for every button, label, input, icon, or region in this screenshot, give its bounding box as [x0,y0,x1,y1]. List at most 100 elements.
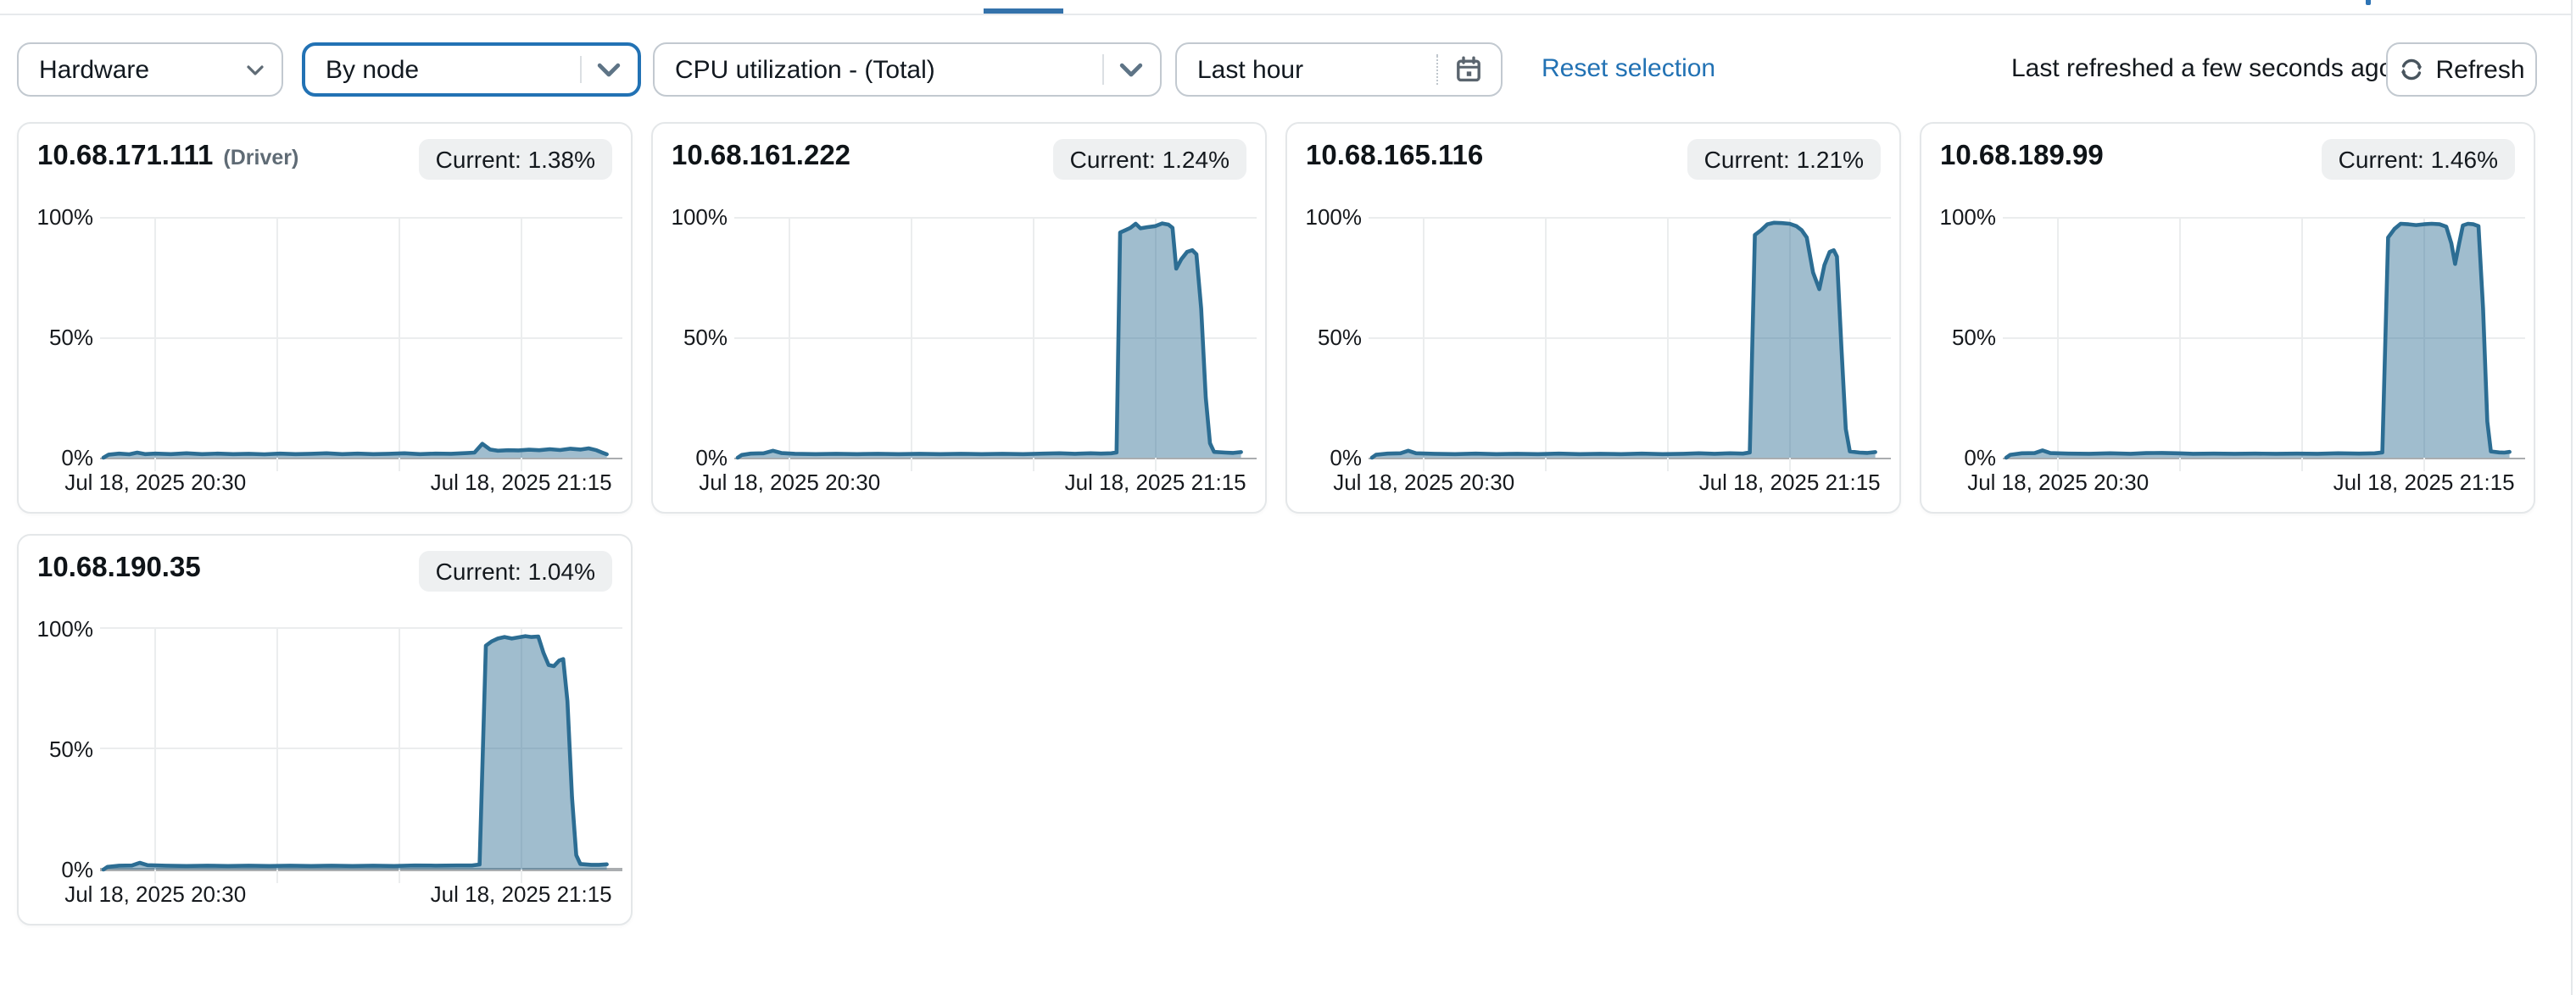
v-gridline [398,217,400,471]
v-gridline [1545,217,1547,471]
current-value-badge: Current: 1.04% [418,550,612,591]
tab-bar [0,0,2571,15]
v-gridline [398,628,400,882]
time-range-select[interactable]: Last hour [1175,42,1503,97]
v-gridline [520,217,522,471]
card-header: 10.68.190.35 [37,552,201,584]
x-axis-tick-label: Jul 18, 2025 20:30 [1967,470,2149,495]
x-axis-tick-label: Jul 18, 2025 21:15 [1064,470,1246,495]
node-metric-card[interactable]: 10.68.190.35 Current: 1.04% 100% 50% 0% Jul… [17,533,633,925]
h-gridline [100,748,622,749]
y-axis-tick-label: 100% [1305,204,1363,230]
h-gridline [1369,457,1891,459]
card-header: 10.68.161.222 [672,141,850,173]
node-metric-card[interactable]: 10.68.161.222 Current: 1.24% 100% 50% 0% Ju… [651,122,1267,514]
chart-plot[interactable] [100,627,622,882]
current-value-badge: Current: 1.24% [1052,139,1246,180]
cpu-utilization-series [2004,221,2512,460]
x-axis-tick-label: Jul 18, 2025 20:30 [64,470,247,495]
select-divider [1102,54,1104,85]
v-gridline [1666,217,1669,471]
node-role: (Driver) [223,146,299,170]
chart-plot[interactable] [734,216,1257,471]
node-metric-card[interactable]: 10.68.189.99 Current: 1.46% 100% 50% 0% Jul… [1920,122,2535,514]
h-gridline [2003,216,2525,218]
hardware-select-value: Hardware [39,55,150,84]
hardware-select[interactable]: Hardware [17,42,283,97]
y-axis-tick-label: 0% [61,856,93,881]
y-axis-tick-label: 100% [36,615,94,641]
refresh-button[interactable]: Refresh [2386,42,2537,97]
chart-plot[interactable] [2003,216,2525,471]
h-gridline [100,336,622,338]
chart-plot[interactable] [100,216,622,471]
card-header: 10.68.189.99 [1940,141,2104,173]
metric-select-value: CPU utilization - (Total) [675,55,935,84]
v-gridline [911,217,912,471]
node-title: 10.68.165.116 [1306,141,1484,171]
reset-selection-link[interactable]: Reset selection [1542,54,1716,83]
y-axis-tick-label: 100% [671,204,728,230]
y-axis-tick-label: 50% [48,736,93,761]
v-gridline [1788,217,1791,471]
group-by-select[interactable]: By node [302,42,641,97]
v-gridline [1154,217,1157,471]
card-header: 10.68.171.111 (Driver) [37,141,298,173]
caret-down-icon [247,64,264,75]
x-axis-tick-label: Jul 18, 2025 21:15 [430,881,612,906]
h-gridline [100,457,622,459]
y-axis-tick-label: 50% [48,325,93,350]
clipped-blue-fragment [2366,0,2371,5]
h-gridline [100,868,622,870]
v-gridline [276,628,278,882]
v-gridline [1423,217,1425,471]
h-gridline [734,336,1257,338]
refresh-button-label: Refresh [2435,55,2525,84]
y-axis-tick-label: 50% [1951,325,1996,350]
chart-plot[interactable] [1369,216,1891,471]
h-gridline [734,457,1257,459]
current-value-badge: Current: 1.46% [2321,139,2515,180]
metrics-toolbar: Hardware By node CPU utilization - (Tota… [0,0,2576,110]
y-axis-tick-label: 100% [1939,204,1997,230]
y-axis-tick-label: 0% [695,445,728,470]
refresh-icon [2401,58,2423,81]
v-gridline [520,628,522,882]
node-title: 10.68.171.111 [37,141,214,171]
cpu-utilization-series [1369,220,1877,460]
cpu-utilization-series [101,633,609,871]
v-gridline [154,217,157,471]
cpu-utilization-series [101,442,609,460]
node-title: 10.68.190.35 [37,552,201,582]
time-range-select-value: Last hour [1197,55,1304,84]
select-divider-dotted [1436,54,1438,85]
x-axis-tick-label: Jul 18, 2025 20:30 [699,470,881,495]
metric-select[interactable]: CPU utilization - (Total) [653,42,1162,97]
select-divider [580,56,582,83]
v-gridline [1032,217,1034,471]
v-gridline [276,217,278,471]
h-gridline [734,216,1257,218]
pane-divider [2571,0,2573,995]
v-gridline [2057,217,2060,471]
h-gridline [1369,336,1891,338]
v-gridline [154,628,157,882]
group-by-select-value: By node [326,55,420,84]
node-metric-card[interactable]: 10.68.171.111 (Driver) Current: 1.38% 10… [17,122,633,514]
card-header: 10.68.165.116 [1306,141,1483,173]
active-tab-indicator [984,8,1063,14]
node-metric-card[interactable]: 10.68.165.116 Current: 1.21% 100% 50% 0% Ju… [1285,122,1901,514]
node-title: 10.68.161.222 [672,141,851,171]
cpu-utilization-series [735,221,1243,460]
v-gridline [789,217,791,471]
current-value-badge: Current: 1.21% [1687,139,1881,180]
h-gridline [100,627,622,629]
y-axis-tick-label: 0% [1964,445,1996,470]
calendar-icon [1457,56,1480,82]
v-gridline [2300,217,2303,471]
current-value-badge: Current: 1.38% [418,139,612,180]
last-refreshed-text: Last refreshed a few seconds ago [2011,54,2394,83]
h-gridline [100,216,622,218]
chevron-down-icon [1119,62,1143,76]
y-axis-tick-label: 100% [36,204,94,230]
